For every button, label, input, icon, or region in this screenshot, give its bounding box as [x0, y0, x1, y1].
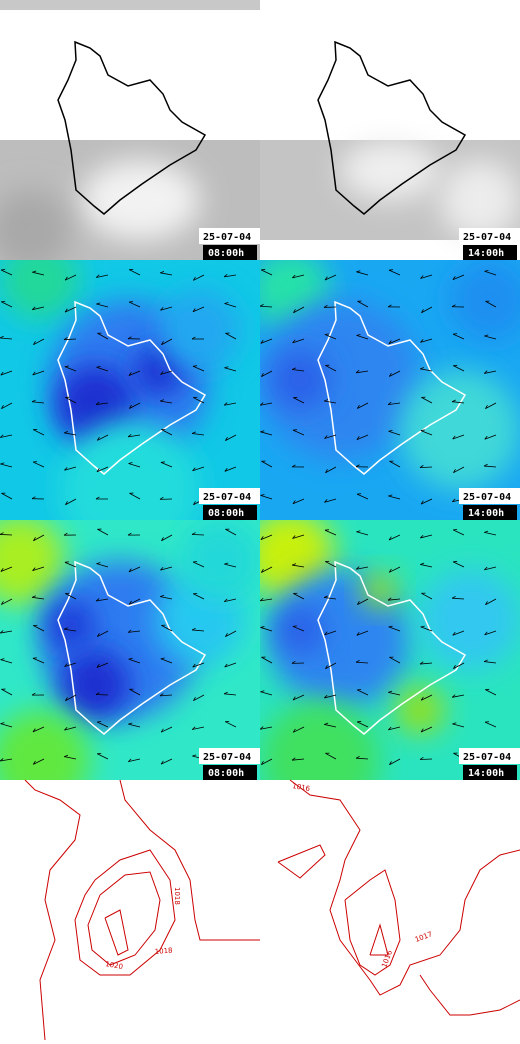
wind-layer — [0, 240, 520, 820]
wind-speed-area — [400, 370, 520, 490]
cloud-strip — [0, 0, 260, 10]
wind-speed-area — [160, 290, 240, 370]
wind-speed-area — [275, 605, 325, 655]
contour — [25, 780, 80, 1040]
date-label: 25-07-04 — [463, 232, 511, 243]
panel-label: 25-07-04 14:00h — [459, 748, 520, 780]
date-label: 25-07-04 — [203, 232, 251, 243]
contour-label: 1017 — [414, 930, 433, 944]
wind-arrow-head — [485, 722, 489, 723]
cloud-gap — [340, 140, 440, 200]
cloud-gap — [80, 160, 200, 240]
time-label: 08:00h — [208, 768, 244, 779]
wind-arrow — [0, 534, 12, 535]
contour — [345, 870, 400, 975]
wind-panel — [250, 250, 520, 520]
contour — [75, 850, 175, 975]
wind-speed-area — [362, 572, 398, 608]
cloud-panel — [260, 140, 520, 240]
date-label: 25-07-04 — [203, 752, 251, 763]
time-label: 14:00h — [468, 248, 504, 259]
wind-speed-area — [260, 700, 380, 820]
wind-speed-area — [180, 520, 260, 600]
time-label: 14:00h — [468, 768, 504, 779]
contour — [88, 872, 160, 965]
date-label: 25-07-04 — [463, 492, 511, 503]
contour — [105, 910, 128, 955]
panel-label: 25-07-04 08:00h — [199, 488, 260, 520]
wind-arrow-head — [193, 366, 197, 367]
wind-speed-area — [60, 650, 130, 720]
wind-arrow-head — [325, 530, 329, 531]
wind-arrow-head — [293, 430, 297, 431]
wind-arrow-head — [65, 562, 69, 563]
time-label: 08:00h — [208, 248, 244, 259]
panel-label: 25-07-04 08:00h — [199, 228, 260, 260]
wind-arrow — [96, 694, 108, 695]
wind-speed-area — [45, 600, 95, 650]
panel-label: 25-07-04 14:00h — [459, 228, 520, 260]
contour-label: 1016 — [292, 782, 311, 793]
contour-label: 1018 — [173, 887, 181, 905]
panel-label: 25-07-04 08:00h — [199, 748, 260, 780]
contours — [25, 780, 520, 1040]
contour — [290, 780, 520, 995]
date-label: 25-07-04 — [463, 752, 511, 763]
wind-arrow-head — [33, 658, 37, 659]
wind-arrow — [192, 534, 204, 535]
contour — [278, 845, 325, 878]
contour — [420, 975, 520, 1015]
contour-label: 1020 — [105, 960, 124, 971]
date-label: 25-07-04 — [203, 492, 251, 503]
contour-label: 1018 — [154, 946, 172, 956]
wind-arrow-head — [389, 270, 393, 271]
time-label: 08:00h — [208, 508, 244, 519]
contour — [120, 780, 260, 940]
time-label: 14:00h — [468, 508, 504, 519]
wind-speed-area — [420, 570, 520, 670]
panel-label: 25-07-04 14:00h — [459, 488, 520, 520]
